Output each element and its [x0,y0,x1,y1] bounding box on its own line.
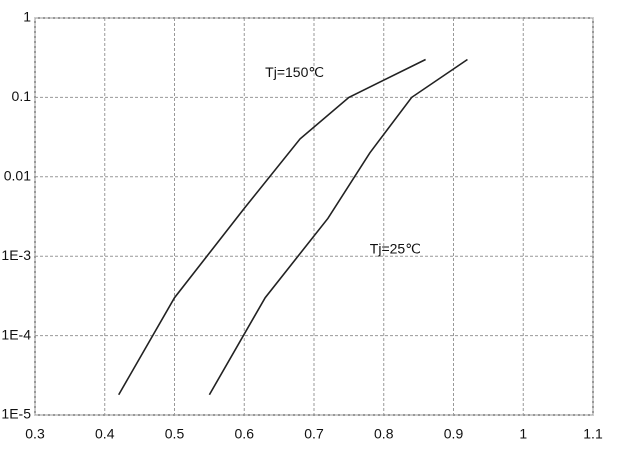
x-tick-label: 0.6 [235,426,255,442]
y-tick-label: 1E-4 [1,326,31,342]
y-tick-label: 0.01 [4,168,31,184]
x-tick-label: 1.1 [583,426,603,442]
x-tick-label: 0.4 [95,426,115,442]
curve [118,58,426,396]
y-tick-label: 0.1 [12,88,32,104]
x-tick-label: 0.7 [304,426,324,442]
y-tick-label: 1 [23,9,31,25]
curve [208,58,468,396]
y-tick-label: 1E-5 [1,406,31,422]
annotation: Tj=25℃ [370,241,421,257]
x-tick-label: 1 [519,426,527,442]
annotation: Tj=150℃ [265,64,324,80]
x-tick-label: 0.8 [374,426,394,442]
x-tick-label: 0.3 [25,426,45,442]
x-tick-label: 0.5 [165,426,185,442]
x-tick-label: 0.9 [444,426,464,442]
y-tick-label: 1E-3 [1,247,31,263]
